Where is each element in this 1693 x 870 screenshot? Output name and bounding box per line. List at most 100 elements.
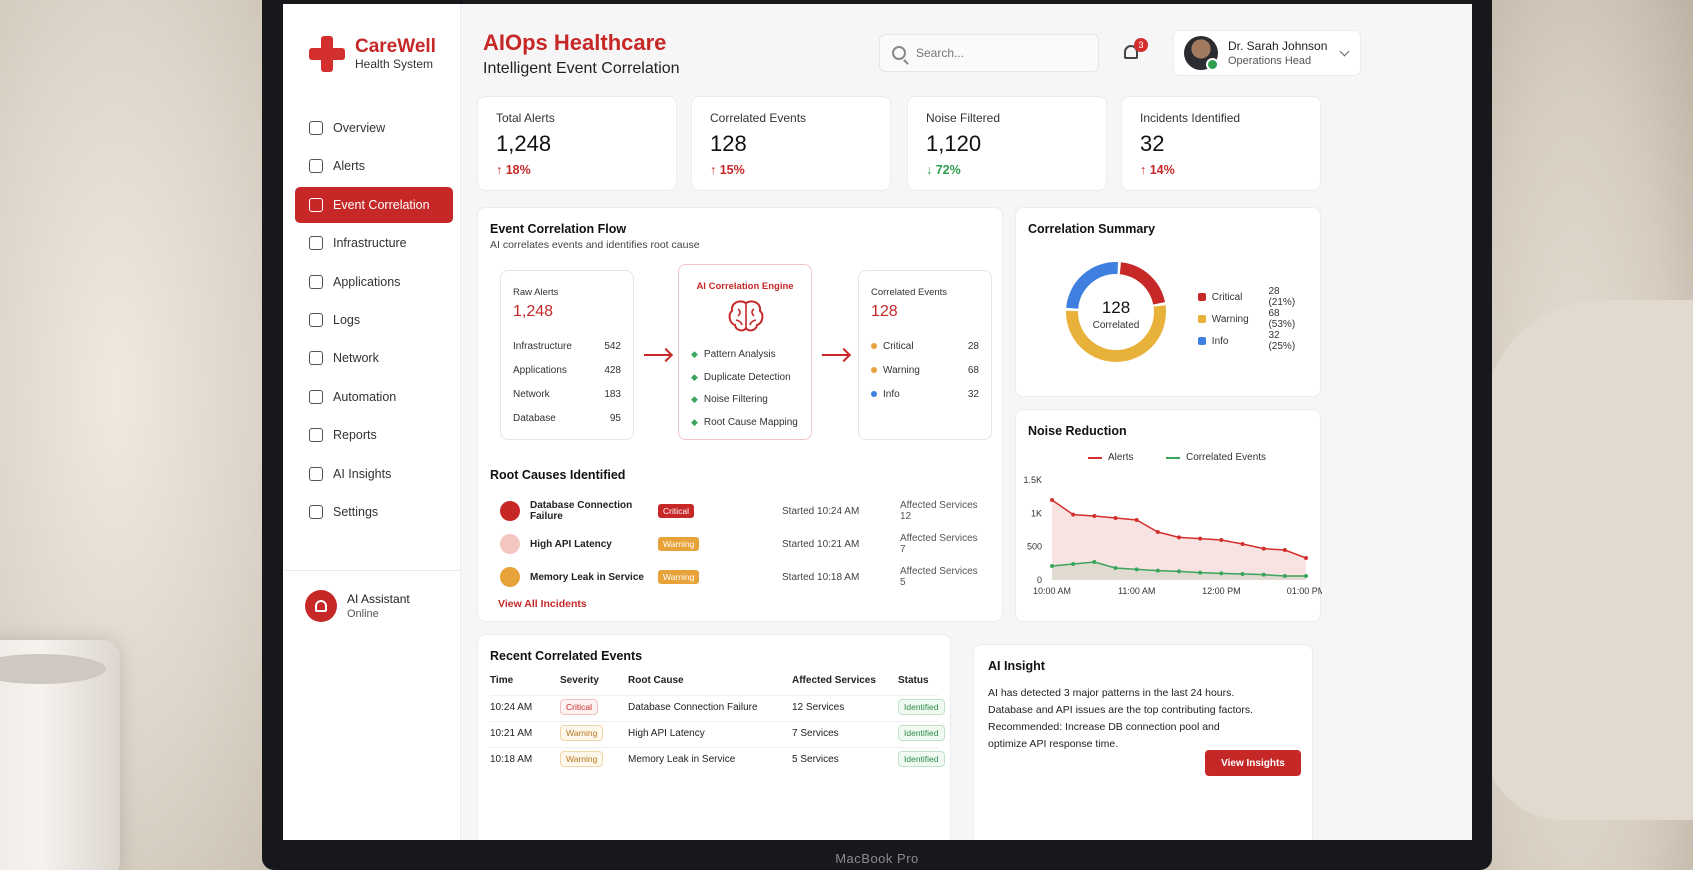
status-badge: Identified: [898, 725, 945, 741]
ai-assistant[interactable]: AI Assistant Online: [305, 590, 410, 622]
data-point[interactable]: [1071, 562, 1076, 566]
sidebar-item-label: Event Correlation: [333, 197, 430, 212]
brand-logo[interactable]: CareWell Health System: [309, 36, 436, 72]
data-point[interactable]: [1198, 570, 1203, 575]
data-point[interactable]: [1071, 512, 1076, 517]
notifications-button[interactable]: 3: [1121, 38, 1148, 64]
data-point[interactable]: [1092, 560, 1097, 564]
table-row[interactable]: 10:21 AM Warning High API Latency 7 Service…: [490, 721, 945, 747]
data-point[interactable]: [1219, 571, 1224, 576]
table-header[interactable]: Time: [490, 675, 514, 686]
noise-title: Noise Reduction: [1028, 424, 1127, 438]
sidebar-item-settings[interactable]: Settings: [295, 494, 453, 530]
user-menu[interactable]: Dr. Sarah Johnson Operations Head: [1173, 30, 1361, 76]
severity-dot-icon: [871, 367, 877, 374]
user-role: Operations Head: [1228, 54, 1312, 67]
data-point[interactable]: [1282, 548, 1287, 552]
data-point[interactable]: [1092, 514, 1097, 518]
view-insights-button[interactable]: View Insights: [1205, 750, 1301, 776]
sidebar-item-applications[interactable]: Applications: [295, 264, 453, 300]
kpi-card[interactable]: Correlated Events 128 ↑ 15%: [691, 96, 891, 191]
sidebar-item-reports[interactable]: Reports: [295, 417, 453, 453]
row-severity-cell: Warning: [560, 751, 604, 767]
correlated-row: Info 32: [871, 389, 979, 400]
screen: CareWell Health System Overview Alerts Eve…: [283, 4, 1472, 840]
engine-step-label: Root Cause Mapping: [703, 416, 798, 428]
server-icon: [309, 236, 323, 251]
data-point[interactable]: [1240, 542, 1245, 546]
raw-alert-count: 95: [609, 413, 621, 424]
data-point[interactable]: [1282, 574, 1287, 578]
data-point[interactable]: [1177, 569, 1181, 574]
search-box[interactable]: [879, 34, 1099, 72]
data-point[interactable]: [1155, 530, 1160, 534]
data-point[interactable]: [1113, 516, 1118, 520]
notification-count-badge: 3: [1134, 38, 1148, 52]
raw-alerts-value: 1,248: [513, 303, 554, 320]
table-header[interactable]: Status: [898, 675, 929, 686]
data-point[interactable]: [1155, 568, 1160, 573]
brand-subtitle: Health System: [355, 57, 434, 71]
data-point[interactable]: [1219, 538, 1224, 542]
sidebar-item-alerts[interactable]: Alerts: [295, 148, 453, 184]
engine-step: ◆ Duplicate Detection: [691, 372, 799, 383]
sidebar-nav: Overview Alerts Event Correlation Infrastru…: [295, 110, 453, 532]
engine-step-label: Duplicate Detection: [703, 371, 791, 383]
data-point[interactable]: [1050, 498, 1054, 502]
raw-alert-label: Database: [513, 413, 556, 424]
kpi-card[interactable]: Incidents Identified 32 ↑ 14%: [1121, 96, 1321, 191]
donut-chart: [1066, 262, 1166, 362]
correlated-events-box[interactable]: Correlated Events 128 Critical 28 Warning 6…: [858, 270, 992, 440]
view-all-incidents-link[interactable]: View All Incidents: [498, 598, 587, 610]
raw-alerts-box[interactable]: Raw Alerts 1,248 Infrastructure 542 Applic…: [500, 270, 634, 440]
severity-pill: Warning: [560, 751, 604, 767]
search-icon: [892, 46, 906, 60]
kpi-change: ↓ 72%: [926, 163, 961, 177]
sidebar-item-automation[interactable]: Automation: [295, 379, 453, 415]
sidebar-item-logs[interactable]: Logs: [295, 302, 453, 338]
search-input[interactable]: [916, 46, 1076, 60]
kpi-card[interactable]: Noise Filtered 1,120 ↓ 72%: [907, 96, 1107, 191]
severity-badge: Critical: [658, 504, 694, 518]
data-point[interactable]: [1304, 574, 1308, 578]
ai-correlation-engine-box[interactable]: AI Correlation Engine ◆ Pattern Analysis ◆…: [678, 264, 812, 440]
correlated-label: Info: [883, 389, 900, 400]
sidebar-item-overview[interactable]: Overview: [295, 110, 453, 146]
medical-cross-icon: [309, 36, 345, 72]
engine-step: ◆ Noise Filtering: [691, 394, 799, 405]
table-row[interactable]: 10:18 AM Warning Memory Leak in Service 5 S…: [490, 747, 945, 773]
table-header[interactable]: Affected Services: [792, 675, 876, 686]
raw-alert-row: Network 183: [513, 389, 621, 400]
data-point[interactable]: [1261, 546, 1266, 551]
data-point[interactable]: [1304, 556, 1308, 560]
data-point[interactable]: [1050, 564, 1054, 568]
root-cause-row[interactable]: Database Connection Failure Critical Start…: [500, 498, 980, 524]
raw-alert-row: Infrastructure 542: [513, 341, 621, 352]
correlated-label: Warning: [883, 365, 920, 376]
sidebar-item-infrastructure[interactable]: Infrastructure: [295, 225, 453, 261]
data-point[interactable]: [1240, 572, 1245, 576]
sidebar-item-network[interactable]: Network: [295, 340, 453, 376]
data-point[interactable]: [1134, 567, 1139, 572]
data-point[interactable]: [1134, 518, 1139, 522]
table-row[interactable]: 10:24 AM Critical Database Connection Fail…: [490, 695, 945, 721]
engine-step: ◆ Pattern Analysis: [691, 349, 799, 360]
data-point[interactable]: [1113, 566, 1118, 570]
flow-title: Event Correlation Flow: [490, 222, 627, 236]
donut-segment-info[interactable]: [1066, 262, 1118, 310]
root-cause-row[interactable]: Memory Leak in Service Warning Started 10:…: [500, 564, 980, 590]
engine-step-label: Noise Filtering: [703, 394, 768, 405]
sidebar-item-ai-insights[interactable]: AI Insights: [295, 456, 453, 492]
sidebar-item-event-correlation[interactable]: Event Correlation: [295, 186, 453, 223]
table-header[interactable]: Severity: [560, 675, 599, 686]
background-right: [1453, 0, 1693, 870]
donut-segment-warning[interactable]: [1066, 305, 1166, 362]
kpi-change: ↑ 14%: [1140, 163, 1175, 177]
donut-segment-critical[interactable]: [1119, 262, 1166, 305]
data-point[interactable]: [1177, 535, 1181, 540]
data-point[interactable]: [1261, 572, 1266, 577]
root-cause-row[interactable]: High API Latency Warning Started 10:21 AM A…: [500, 531, 980, 557]
kpi-card[interactable]: Total Alerts 1,248 ↑ 18%: [477, 96, 677, 191]
data-point[interactable]: [1198, 536, 1203, 541]
table-header[interactable]: Root Cause: [628, 675, 684, 686]
